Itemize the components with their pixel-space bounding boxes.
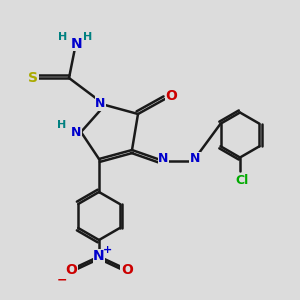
Text: O: O (121, 263, 133, 277)
Text: H: H (58, 32, 67, 42)
Text: S: S (28, 71, 38, 85)
Text: N: N (158, 152, 169, 166)
Text: N: N (95, 97, 106, 110)
Text: H: H (57, 120, 66, 130)
Text: −: − (56, 273, 67, 286)
Text: N: N (93, 250, 105, 263)
Text: N: N (71, 37, 82, 50)
Text: N: N (190, 152, 200, 166)
Text: H: H (83, 32, 92, 42)
Text: O: O (166, 89, 178, 103)
Text: N: N (71, 125, 82, 139)
Text: Cl: Cl (235, 173, 248, 187)
Text: O: O (65, 263, 77, 277)
Text: +: + (103, 245, 112, 255)
